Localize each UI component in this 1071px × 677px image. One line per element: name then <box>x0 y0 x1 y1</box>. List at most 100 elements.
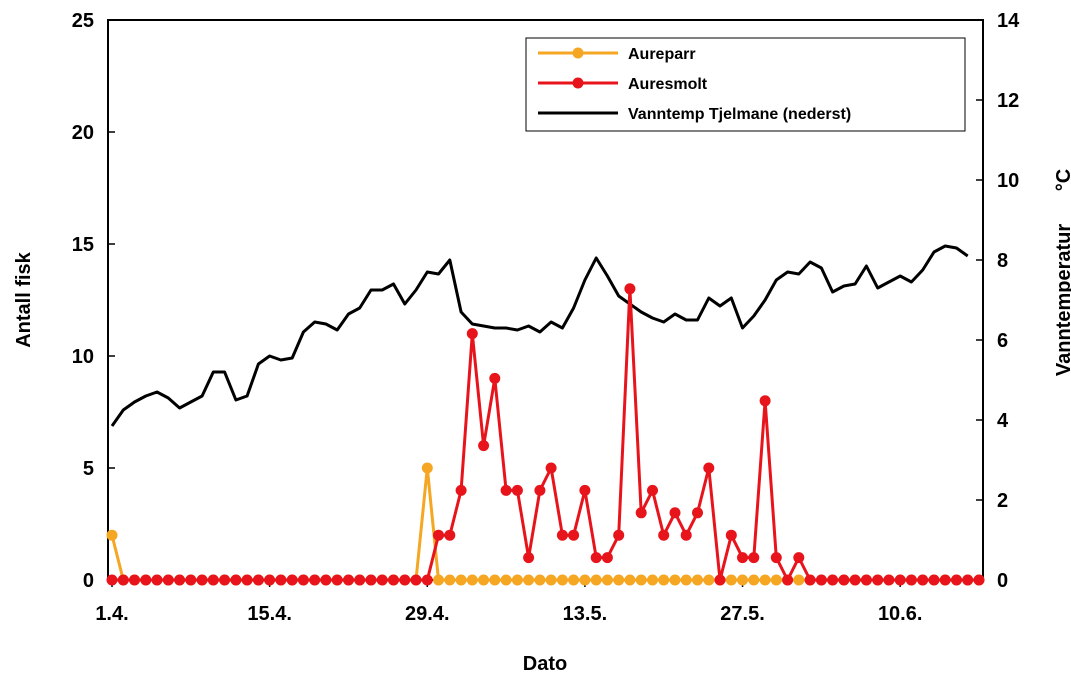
data-point-1 <box>714 574 726 586</box>
legend-marker <box>572 77 584 89</box>
data-point-0 <box>737 574 748 586</box>
data-point-1 <box>399 574 411 586</box>
data-point-1 <box>894 574 906 586</box>
x-axis-title: Dato <box>523 653 567 675</box>
legend-label: Vanntemp Tjelmane (nederst) <box>628 106 851 123</box>
data-point-1 <box>343 574 354 586</box>
data-point-1 <box>466 328 478 340</box>
data-point-1 <box>365 574 377 586</box>
data-point-0 <box>770 574 782 586</box>
data-point-0 <box>624 574 636 586</box>
data-point-1 <box>354 574 366 586</box>
data-point-1 <box>129 574 140 586</box>
data-point-0 <box>680 574 692 586</box>
data-point-1 <box>680 529 692 541</box>
data-point-1 <box>815 574 827 586</box>
data-point-0 <box>613 574 625 586</box>
data-point-0 <box>478 574 490 586</box>
data-point-0 <box>534 574 546 586</box>
data-point-1 <box>207 574 219 586</box>
data-point-1 <box>917 574 929 586</box>
series-layer <box>106 244 985 586</box>
left-y-tick-label: 0 <box>83 570 94 592</box>
data-point-0 <box>556 574 568 586</box>
data-point-1 <box>511 484 523 496</box>
data-point-1 <box>219 574 231 586</box>
data-point-0 <box>421 462 433 474</box>
data-point-0 <box>793 574 805 586</box>
data-point-1 <box>827 574 839 586</box>
data-point-1 <box>951 574 962 586</box>
data-point-1 <box>669 507 681 519</box>
data-point-1 <box>601 552 613 564</box>
data-point-1 <box>725 529 737 541</box>
right-y-tick-label: 10 <box>997 170 1019 192</box>
data-point-1 <box>523 552 535 564</box>
left-y-axis: 0 5 10 15 20 25 <box>72 10 115 592</box>
data-point-1 <box>140 574 152 586</box>
data-point-0 <box>647 574 658 586</box>
data-point-1 <box>376 574 388 586</box>
right-y-axis-unit: °C <box>1053 169 1071 191</box>
data-point-1 <box>151 574 163 586</box>
data-point-1 <box>703 462 715 474</box>
data-point-0 <box>590 574 602 586</box>
left-y-tick-label: 5 <box>83 458 94 480</box>
data-point-1 <box>793 552 805 564</box>
data-point-0 <box>433 574 444 586</box>
data-point-1 <box>421 574 433 586</box>
data-point-0 <box>466 574 478 586</box>
data-point-1 <box>410 574 422 586</box>
data-point-0 <box>489 574 501 586</box>
data-point-0 <box>579 574 591 586</box>
data-point-1 <box>556 529 568 541</box>
right-y-tick-label: 0 <box>997 570 1008 592</box>
data-point-1 <box>860 574 872 586</box>
data-point-0 <box>703 574 715 586</box>
data-point-1 <box>962 574 974 586</box>
data-point-1 <box>297 574 309 586</box>
data-point-0 <box>500 574 512 586</box>
data-point-0 <box>658 574 670 586</box>
data-point-1 <box>590 552 602 564</box>
data-point-1 <box>624 283 636 295</box>
data-point-1 <box>883 574 895 586</box>
legend-label: Auresmolt <box>628 76 708 93</box>
data-point-1 <box>759 395 771 407</box>
data-point-0 <box>725 574 737 586</box>
data-point-1 <box>939 574 951 586</box>
data-point-1 <box>309 574 321 586</box>
data-point-1 <box>444 529 456 541</box>
x-tick-label: 15.4. <box>247 603 291 625</box>
data-point-1 <box>196 574 208 586</box>
data-point-1 <box>264 574 276 586</box>
data-point-0 <box>455 574 467 586</box>
data-point-0 <box>511 574 523 586</box>
data-point-0 <box>748 574 760 586</box>
data-point-1 <box>388 574 399 586</box>
x-tick-label: 1.4. <box>95 603 128 625</box>
right-y-tick-label: 8 <box>997 250 1008 272</box>
legend-label: Aureparr <box>628 46 696 63</box>
data-point-0 <box>545 574 557 586</box>
data-point-0 <box>601 574 613 586</box>
x-tick-label: 29.4. <box>405 603 449 625</box>
data-point-1 <box>433 529 444 541</box>
data-point-1 <box>928 574 940 586</box>
left-y-tick-label: 15 <box>72 234 94 256</box>
data-point-0 <box>568 574 580 586</box>
data-point-1 <box>737 552 748 564</box>
data-point-1 <box>647 484 658 496</box>
left-y-tick-label: 20 <box>72 122 94 144</box>
data-point-1 <box>782 574 794 586</box>
data-point-1 <box>804 574 816 586</box>
data-point-1 <box>613 529 625 541</box>
data-point-1 <box>174 574 186 586</box>
data-point-1 <box>489 372 501 384</box>
right-y-tick-label: 2 <box>997 490 1008 512</box>
data-point-1 <box>500 484 512 496</box>
data-point-0 <box>759 574 771 586</box>
data-point-0 <box>444 574 456 586</box>
data-point-1 <box>185 574 197 586</box>
